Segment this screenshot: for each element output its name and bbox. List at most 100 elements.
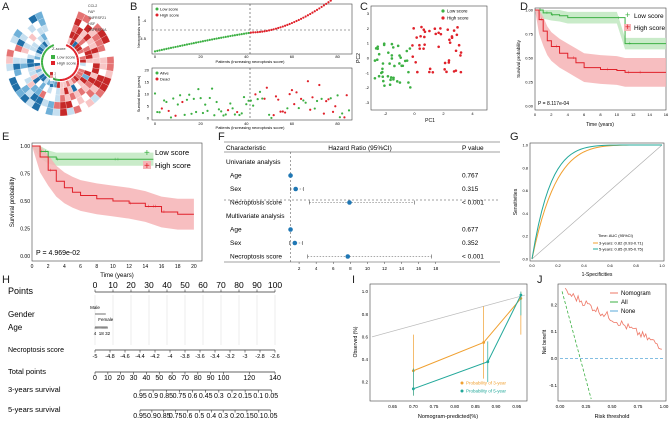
c-point-low — [387, 51, 390, 54]
h-axis-tick-label: 60 — [168, 375, 176, 382]
heatmap-cell — [59, 101, 67, 110]
h-axis-tick-label: 40 — [143, 375, 151, 382]
b-bot-ytick: 15 — [145, 80, 150, 85]
gene-label-2: FAP — [88, 10, 95, 14]
zscore-legend-title: Z-score — [52, 46, 66, 51]
group-ring-segment — [76, 62, 79, 66]
h-axis-tick-label: 0.6 — [183, 413, 193, 420]
i-ideal-line — [371, 294, 526, 338]
b-bot-point — [290, 89, 294, 92]
b-top-point — [288, 22, 291, 26]
f-xtick: 18 — [433, 266, 439, 271]
e-xtick: 16 — [159, 264, 165, 270]
b-top-point — [325, 2, 328, 5]
b-top-point — [197, 41, 200, 44]
b-top-legend-high: High score — [160, 13, 180, 18]
b-top-point — [318, 7, 321, 10]
f-header-pvalue: P value — [462, 145, 484, 152]
h-axis-tick-label: 0.3 — [214, 393, 224, 400]
c-point-low — [386, 74, 390, 78]
i-point — [486, 360, 490, 364]
b-bot-point — [274, 95, 278, 98]
d-xtick: 16 — [664, 112, 669, 117]
b-top-xtick: 60 — [290, 54, 295, 59]
b-bot-point — [220, 110, 223, 113]
i-point — [519, 293, 523, 297]
b-bot-point — [322, 112, 325, 115]
zscore-scale-tick: 1 — [55, 75, 57, 79]
group-ring-segment — [70, 73, 75, 77]
b-bot-point — [194, 110, 198, 114]
f-row-label: Necroptosis score — [230, 254, 282, 261]
f-xtick: 16 — [416, 266, 422, 271]
g-diagonal — [531, 144, 663, 260]
b-bot-point — [252, 104, 255, 107]
e-legend-high: High score — [155, 161, 191, 170]
j-xlabel: Risk threshold — [595, 414, 630, 420]
panel-letter-e: E — [2, 131, 9, 143]
h-axis-tick-label: 50 — [180, 280, 190, 290]
b-bot-point — [208, 96, 211, 100]
c-ytick: 1 — [367, 41, 370, 46]
b-bot-xlabel: Patients (increasing necroptosis score) — [216, 125, 286, 130]
g-ytick: 0.6 — [522, 188, 528, 193]
c-point-low — [376, 45, 380, 48]
b-bot-point — [238, 113, 241, 117]
zscore-scale-tick: -1 — [55, 81, 58, 85]
c-point-low — [389, 76, 393, 79]
heatmap-cell — [106, 56, 115, 65]
e-legend-high-marker: + — [144, 161, 150, 172]
c-point-high — [434, 32, 438, 36]
b-bot-point — [313, 107, 316, 110]
b-bot-point — [158, 111, 161, 114]
c-point-low — [390, 57, 394, 60]
b-top-point — [293, 20, 296, 24]
group-ring-segment — [74, 52, 78, 56]
d-legend-low: Low score — [634, 13, 664, 20]
legend-low-swatch — [51, 55, 55, 59]
c-point-high — [433, 27, 437, 31]
c-frame — [370, 5, 488, 111]
b-bot-ylabel: Survival time (years) — [136, 75, 141, 112]
b-bot-point — [347, 109, 351, 112]
j-xtick: 0.00 — [556, 404, 565, 409]
km-censor-mark: + — [627, 70, 630, 76]
g-xtick: 0.2 — [555, 263, 561, 268]
b-top-point — [226, 35, 230, 38]
h-axis-tick-label: -4 — [168, 354, 173, 360]
b-bot-point — [311, 96, 314, 99]
group-ring-segment — [76, 57, 79, 61]
c-point-high — [452, 70, 456, 73]
h-axis-tick-label: -2.6 — [270, 354, 279, 360]
j-ytick: 0.1 — [551, 329, 558, 334]
c-point-high — [418, 47, 422, 50]
h-axis-tick-label: -2.8 — [255, 354, 264, 360]
c-point-low — [395, 80, 399, 83]
km-censor-mark: + — [551, 12, 554, 18]
c-point-high — [454, 49, 458, 53]
b-bot-xtick: 80 — [335, 121, 340, 126]
b-bot-point — [176, 103, 179, 106]
c-point-high — [423, 30, 427, 34]
b-bot-point — [224, 113, 227, 116]
g-ytick: 0.8 — [522, 165, 528, 170]
km-censor-mark: + — [555, 44, 558, 50]
e-ytick: 0.75 — [20, 171, 30, 177]
heatmap-cell — [53, 101, 61, 110]
d-ytick: 0.50 — [525, 56, 534, 61]
i-calibration-line — [413, 298, 522, 372]
b-top-point — [240, 32, 243, 36]
g-legend-5y: 5-years: 0.85 (0.95-0.75) — [599, 247, 644, 252]
b-bot-point — [295, 91, 298, 94]
c-point-high — [447, 61, 451, 64]
b-bot-point — [263, 97, 266, 100]
km-censor-mark: + — [628, 41, 631, 47]
b-bot-point — [190, 112, 193, 115]
km-censor-mark: + — [129, 201, 132, 207]
i-xtick: 0.95 — [512, 404, 521, 409]
b-top-point — [329, 0, 332, 2]
h-axis-tick-label: 20 — [117, 375, 125, 382]
panel-c-pca: PC1 PC2 -2 0 2 4 -3 -2 -1 0 1 2 3 Low score High … — [356, 5, 488, 124]
group-ring-segment — [66, 76, 71, 80]
